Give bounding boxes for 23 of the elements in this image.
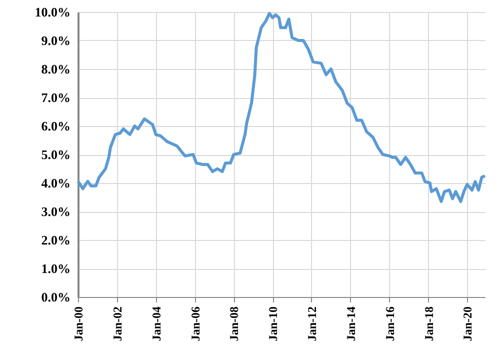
x-tick-label: Jan-10: [266, 306, 280, 342]
y-tick-label: 0.0%: [41, 290, 70, 304]
x-tick-label: Jan-02: [110, 306, 124, 342]
y-tick-label: 6.0%: [41, 118, 70, 134]
x-tick-label: Jan-18: [422, 306, 436, 342]
y-tick-label: 3.0%: [41, 204, 70, 219]
x-tick-label: Jan-08: [227, 306, 242, 342]
x-tick-label: Jan-16: [382, 306, 397, 342]
x-tick-label: Jan-06: [188, 306, 202, 342]
y-tick-label: 10.0%: [34, 4, 70, 20]
x-tick-label: Jan-20: [460, 306, 475, 342]
y-tick-label: 2.0%: [41, 232, 70, 248]
y-tick-label: 7.0%: [41, 90, 70, 105]
x-tick-label: Jan-14: [344, 306, 358, 342]
x-tick-label: Jan-04: [149, 306, 164, 342]
y-tick-label: 4.0%: [41, 176, 70, 190]
line-series: [76, 12, 486, 204]
y-tick-label: 8.0%: [41, 62, 70, 76]
y-tick-label: 9.0%: [41, 33, 70, 48]
y-tick-label: 5.0%: [41, 147, 70, 162]
x-tick-label: Jan-00: [72, 306, 86, 342]
x-tick-label: Jan-12: [304, 306, 319, 342]
y-tick-label: 1.0%: [41, 261, 70, 276]
